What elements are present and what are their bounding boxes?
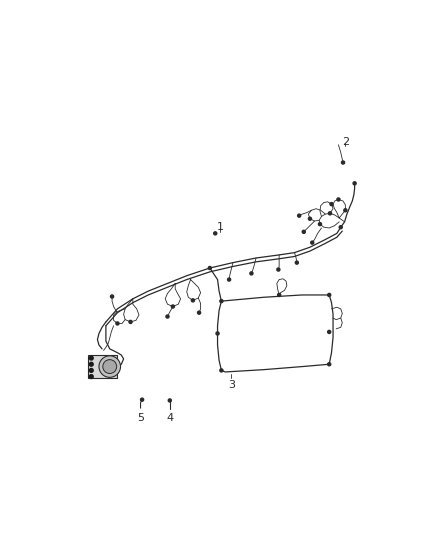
Text: 5: 5 xyxy=(137,413,144,423)
Circle shape xyxy=(220,369,223,372)
Circle shape xyxy=(166,315,169,318)
Circle shape xyxy=(89,362,93,366)
Circle shape xyxy=(302,230,305,233)
Circle shape xyxy=(129,320,132,324)
Bar xyxy=(88,355,117,378)
Text: 3: 3 xyxy=(228,379,235,390)
Circle shape xyxy=(277,268,280,271)
Circle shape xyxy=(353,182,356,185)
Circle shape xyxy=(328,363,331,366)
Circle shape xyxy=(191,299,194,302)
Circle shape xyxy=(110,295,113,298)
Circle shape xyxy=(228,278,231,281)
Circle shape xyxy=(250,272,253,275)
Text: 1: 1 xyxy=(216,222,223,232)
Circle shape xyxy=(116,322,119,325)
Circle shape xyxy=(337,198,340,201)
Circle shape xyxy=(342,161,345,164)
Text: 2: 2 xyxy=(342,137,349,147)
Circle shape xyxy=(103,360,117,374)
Circle shape xyxy=(89,368,93,373)
Circle shape xyxy=(198,311,201,314)
Circle shape xyxy=(168,399,171,402)
Circle shape xyxy=(298,214,301,217)
Circle shape xyxy=(311,241,314,244)
Circle shape xyxy=(330,203,333,206)
Circle shape xyxy=(344,209,347,212)
Circle shape xyxy=(171,305,174,308)
Circle shape xyxy=(99,356,120,377)
Circle shape xyxy=(318,223,321,225)
Circle shape xyxy=(328,212,332,215)
Circle shape xyxy=(278,294,281,296)
Circle shape xyxy=(208,266,212,270)
Circle shape xyxy=(339,225,342,229)
Circle shape xyxy=(328,294,331,296)
Circle shape xyxy=(220,300,223,303)
Circle shape xyxy=(308,217,311,220)
Circle shape xyxy=(141,398,144,401)
Circle shape xyxy=(328,330,331,334)
Circle shape xyxy=(214,232,217,235)
Circle shape xyxy=(216,332,219,335)
Circle shape xyxy=(295,261,298,264)
Circle shape xyxy=(89,356,93,360)
Circle shape xyxy=(89,375,93,378)
Text: 4: 4 xyxy=(166,413,173,423)
